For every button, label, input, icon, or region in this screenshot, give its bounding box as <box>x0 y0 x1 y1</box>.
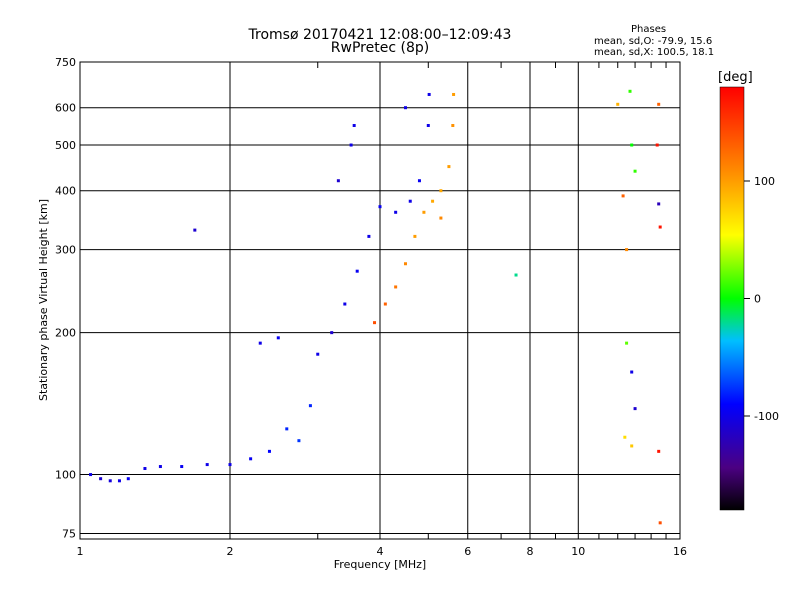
x-tick-label: 2 <box>227 545 234 558</box>
data-point-scattered <box>621 194 625 198</box>
data-point-scattered <box>657 102 661 106</box>
data-point-o <box>378 205 382 209</box>
x-tick-labels: 1 2 4 6 8 10 16 <box>77 545 688 558</box>
x-tick-label: 10 <box>571 545 585 558</box>
x-tick-label: 6 <box>464 545 471 558</box>
chart-title-line2: RwPretec (8p) <box>330 40 430 56</box>
data-point-scattered <box>616 102 620 106</box>
data-point-scattered <box>630 370 634 374</box>
data-point-o <box>285 427 289 431</box>
data-point-o <box>408 199 412 203</box>
data-point-o <box>426 124 430 128</box>
data-point-o <box>193 228 197 232</box>
data-points <box>89 89 662 525</box>
x-tick-label: 1 <box>77 545 84 558</box>
data-point-scattered <box>514 273 518 277</box>
data-point-scattered <box>658 225 662 229</box>
phases-title: Phases <box>631 24 667 35</box>
data-point-x <box>394 285 398 289</box>
data-point-x <box>452 92 456 96</box>
data-point-scattered <box>633 169 637 173</box>
y-tick-label: 100 <box>55 469 76 482</box>
grid-lines <box>79 61 681 539</box>
data-point-o <box>330 331 334 335</box>
y-tick-label: 600 <box>55 102 76 115</box>
data-point-o <box>355 269 359 273</box>
y-tick-label: 300 <box>55 244 76 257</box>
phases-o-stats: mean, sd,O: -79.9, 15.6 <box>594 36 713 47</box>
data-point-x <box>431 199 435 203</box>
data-point-scattered <box>657 449 661 453</box>
data-point-x <box>403 262 407 266</box>
data-point-scattered <box>657 202 661 206</box>
data-point-scattered <box>630 444 634 448</box>
data-point-o <box>308 404 312 408</box>
data-point-o <box>276 336 280 340</box>
colorbar-tick-label: 0 <box>754 293 761 306</box>
data-point-o <box>158 465 162 469</box>
colorbar <box>719 86 745 511</box>
data-point-o <box>126 477 130 481</box>
data-point-x <box>451 124 455 128</box>
y-tick-label: 75 <box>62 527 76 540</box>
phases-x-stats: mean, sd,X: 100.5, 18.1 <box>594 47 715 58</box>
data-point-scattered <box>628 89 632 93</box>
data-point-o <box>336 179 340 183</box>
data-point-o <box>417 179 421 183</box>
data-point-x <box>373 321 377 325</box>
data-point-scattered <box>623 435 627 439</box>
data-point-o <box>343 302 347 306</box>
data-point-o <box>349 143 353 147</box>
x-tick-label: 16 <box>673 545 687 558</box>
data-point-scattered <box>658 521 662 525</box>
data-point-scattered <box>625 248 629 252</box>
colorbar-ticks: 100 0 -100 <box>744 175 779 423</box>
data-point-o <box>89 473 93 477</box>
colorbar-tick-label: -100 <box>754 410 779 423</box>
data-point-o <box>108 479 112 483</box>
y-axis-label: Stationary phase Virtual Height [km] <box>37 199 50 401</box>
colorbar-tick-label: 100 <box>754 175 775 188</box>
data-point-o <box>267 449 271 453</box>
data-point-o <box>403 106 407 110</box>
plot-frame <box>79 61 681 540</box>
data-point-x <box>447 165 451 169</box>
data-point-o <box>297 439 301 443</box>
data-point-o <box>316 352 320 356</box>
data-point-scattered <box>655 143 659 147</box>
data-point-o <box>143 467 147 471</box>
data-point-o <box>180 465 184 469</box>
data-point-x <box>422 210 426 214</box>
y-tick-label: 400 <box>55 185 76 198</box>
data-point-o <box>367 234 371 238</box>
data-point-scattered <box>630 143 634 147</box>
data-point-o <box>205 463 209 467</box>
data-point-o <box>249 457 253 461</box>
data-point-o <box>99 477 103 481</box>
y-tick-label: 200 <box>55 327 76 340</box>
data-point-o <box>258 341 262 345</box>
data-point-o <box>427 92 431 96</box>
data-point-x <box>439 216 443 220</box>
chart-title-line1: Tromsø 20170421 12:08:00–12:09:43 <box>248 27 512 43</box>
data-point-o <box>394 210 398 214</box>
x-tick-label: 4 <box>377 545 384 558</box>
data-point-x <box>439 189 443 193</box>
y-tick-label: 500 <box>55 139 76 152</box>
data-point-scattered <box>625 341 629 345</box>
y-tick-label: 750 <box>55 56 76 69</box>
colorbar-unit: [deg] <box>718 70 753 85</box>
y-tick-labels: 75 100 200 300 400 500 600 750 <box>55 56 76 540</box>
x-tick-label: 8 <box>527 545 534 558</box>
data-point-scattered <box>633 407 637 411</box>
data-point-o <box>352 124 356 128</box>
x-axis-label: Frequency [MHz] <box>334 558 426 571</box>
data-point-x <box>383 302 387 306</box>
data-point-x <box>413 234 417 238</box>
data-point-o <box>117 479 121 483</box>
data-point-o <box>228 463 232 467</box>
